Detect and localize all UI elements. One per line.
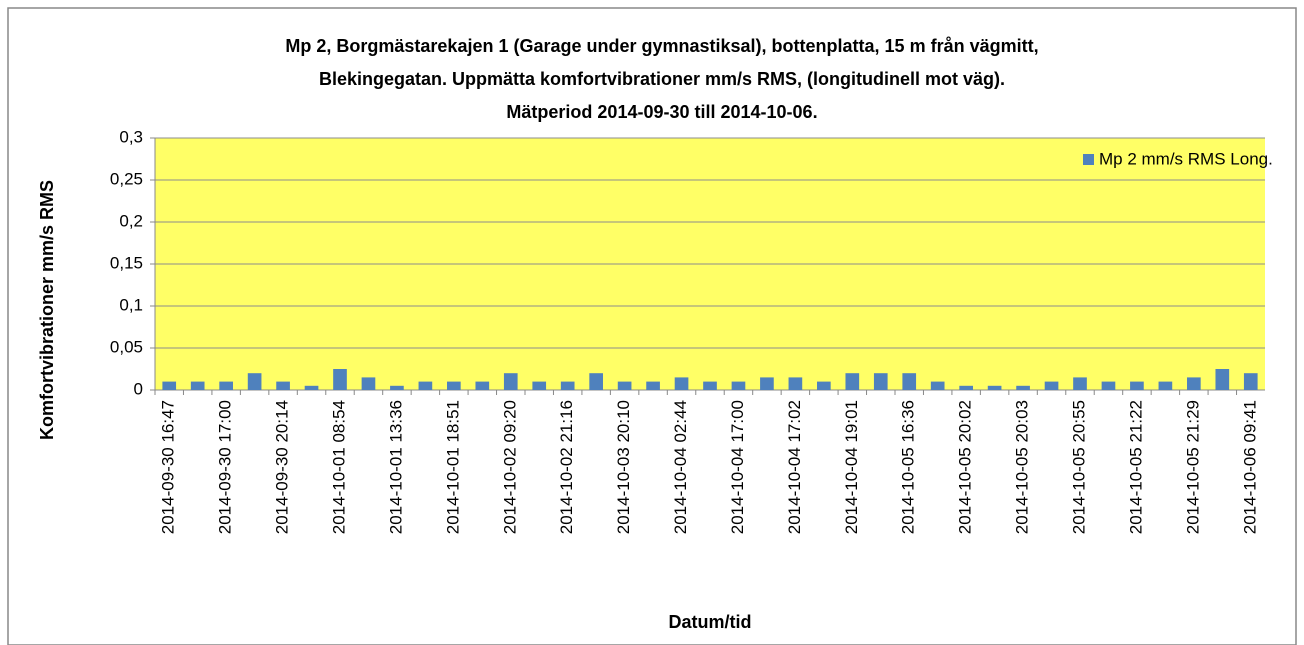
y-tick-label: 0,25 (110, 169, 143, 188)
chart-title: Mätperiod 2014-09-30 till 2014-10-06. (506, 102, 817, 122)
bar (845, 373, 860, 390)
x-tick-label: 2014-10-05 20:03 (1013, 400, 1032, 534)
bar (589, 373, 603, 390)
x-tick-label: 2014-10-05 20:02 (956, 400, 975, 534)
bar (390, 385, 404, 390)
bar (1158, 381, 1173, 390)
x-tick-label: 2014-10-01 08:54 (329, 400, 348, 534)
y-tick-label: 0,2 (119, 211, 143, 230)
y-tick-label: 0 (134, 379, 143, 398)
x-tick-label: 2014-10-04 17:00 (728, 400, 747, 534)
x-tick-label: 2014-09-30 20:14 (273, 400, 292, 534)
bar (703, 381, 717, 390)
bar (930, 381, 945, 390)
y-tick-label: 0,1 (119, 295, 143, 314)
bar (959, 385, 973, 390)
bar (1215, 369, 1230, 390)
x-axis-title: Datum/tid (669, 612, 752, 632)
bar (1016, 385, 1030, 390)
x-tick-label: 2014-10-05 16:36 (899, 400, 918, 534)
x-tick-label: 2014-09-30 17:00 (216, 400, 235, 534)
bar (873, 373, 888, 390)
y-tick-label: 0,15 (110, 253, 143, 272)
bar (987, 385, 1002, 390)
legend-label: Mp 2 mm/s RMS Long. (1099, 149, 1273, 168)
y-tick-label: 0,05 (110, 337, 143, 356)
bar (731, 381, 746, 390)
bar (760, 377, 774, 390)
x-tick-label: 2014-10-05 20:55 (1069, 400, 1088, 534)
x-tick-label: 2014-10-05 21:22 (1126, 400, 1145, 534)
bar (817, 381, 831, 390)
bar (304, 385, 319, 390)
bar (1130, 381, 1144, 390)
chart-title: Mp 2, Borgmästarekajen 1 (Garage under g… (285, 36, 1038, 56)
x-tick-label: 2014-10-04 17:02 (785, 400, 804, 534)
x-tick-label: 2014-10-04 02:44 (671, 400, 690, 534)
chart-title: Blekingegatan. Uppmätta komfortvibration… (319, 69, 1005, 89)
bar (361, 377, 376, 390)
bar (1101, 381, 1116, 390)
bar (219, 381, 233, 390)
bar (1073, 377, 1087, 390)
bar (447, 381, 461, 390)
y-axis-title: Komfortvibrationer mm/s RMS (37, 180, 57, 440)
x-tick-label: 2014-10-04 19:01 (842, 400, 861, 534)
bar (1044, 381, 1059, 390)
bar (788, 377, 803, 390)
x-tick-label: 2014-10-02 21:16 (557, 400, 576, 534)
bar (617, 381, 632, 390)
x-tick-label: 2014-10-01 18:51 (443, 400, 462, 534)
legend-swatch (1083, 154, 1094, 165)
bar (333, 369, 347, 390)
bar (1187, 377, 1201, 390)
bar (532, 381, 547, 390)
x-tick-label: 2014-09-30 16:47 (159, 400, 178, 534)
y-tick-label: 0,3 (119, 127, 143, 146)
bar (503, 373, 518, 390)
bar (162, 381, 177, 390)
bar (475, 381, 490, 390)
x-tick-label: 2014-10-02 09:20 (500, 400, 519, 534)
bar (560, 381, 575, 390)
bar (646, 381, 660, 390)
x-tick-label: 2014-10-05 21:29 (1183, 400, 1202, 534)
bar (247, 373, 262, 390)
bar (418, 381, 433, 390)
x-tick-label: 2014-10-06 09:41 (1240, 400, 1259, 534)
bar (276, 381, 290, 390)
bar (902, 373, 917, 390)
x-tick-label: 2014-10-03 20:10 (614, 400, 633, 534)
bar (674, 377, 689, 390)
x-tick-label: 2014-10-01 13:36 (386, 400, 405, 534)
bar (1243, 373, 1258, 390)
bar (190, 381, 205, 390)
